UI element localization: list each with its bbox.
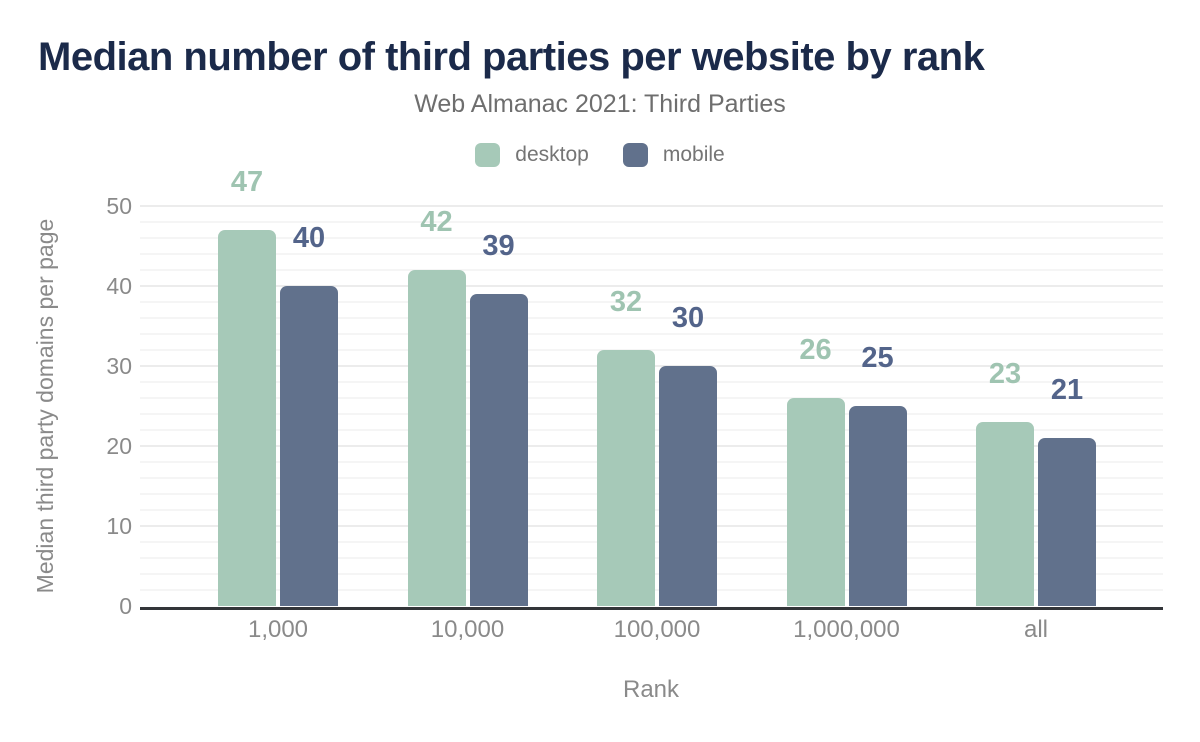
y-tick-label: 50 bbox=[106, 193, 132, 219]
chart-subtitle: Web Almanac 2021: Third Parties bbox=[414, 90, 786, 118]
x-tick-label: 10,000 bbox=[430, 616, 505, 643]
legend: desktop mobile bbox=[0, 143, 1200, 167]
mobile-data-label: 30 bbox=[671, 302, 705, 334]
gridline-minor bbox=[140, 237, 1163, 239]
mobile-series-swatch bbox=[622, 143, 648, 167]
gridline-minor bbox=[140, 221, 1163, 223]
mobile-bar[interactable] bbox=[280, 286, 338, 606]
y-tick-label: 0 bbox=[119, 593, 132, 619]
mobile-data-label: 25 bbox=[861, 342, 894, 374]
x-axis-title: Rank bbox=[622, 676, 680, 703]
desktop-data-label: 42 bbox=[420, 206, 453, 238]
gridline-major bbox=[140, 285, 1163, 287]
legend-item-mobile[interactable]: mobile bbox=[622, 143, 725, 167]
desktop-bar[interactable] bbox=[976, 422, 1034, 606]
desktop-data-label: 23 bbox=[988, 358, 1022, 390]
mobile-data-label: 40 bbox=[292, 222, 326, 254]
x-tick-label: 100,000 bbox=[613, 616, 701, 643]
desktop-bar[interactable] bbox=[786, 398, 845, 606]
desktop-data-label: 32 bbox=[609, 286, 643, 318]
gridline-minor bbox=[140, 253, 1163, 255]
mobile-data-label: 21 bbox=[1050, 374, 1084, 406]
mobile-bar[interactable] bbox=[659, 366, 717, 606]
y-tick-label: 20 bbox=[106, 433, 132, 459]
chart-title: Median number of third parties per websi… bbox=[38, 35, 985, 79]
legend-item-desktop[interactable]: desktop bbox=[475, 143, 589, 167]
legend-label-mobile: mobile bbox=[662, 143, 725, 166]
gridline-minor bbox=[140, 317, 1163, 319]
x-tick-label: 1,000,000 bbox=[793, 616, 900, 643]
gridline-minor bbox=[140, 333, 1163, 335]
desktop-series-swatch bbox=[475, 143, 501, 167]
desktop-data-label: 47 bbox=[230, 166, 264, 198]
mobile-bar[interactable] bbox=[1038, 438, 1096, 606]
desktop-bar[interactable] bbox=[218, 230, 276, 606]
gridline-major bbox=[140, 205, 1163, 207]
y-tick-label: 10 bbox=[106, 513, 132, 539]
desktop-data-label: 26 bbox=[799, 334, 832, 366]
gridline-minor bbox=[140, 269, 1163, 271]
mobile-bar[interactable] bbox=[848, 406, 907, 606]
legend-label-desktop: desktop bbox=[515, 143, 589, 166]
x-tick-label: 1,000 bbox=[247, 616, 309, 643]
x-axis-line bbox=[140, 607, 1163, 610]
desktop-bar[interactable] bbox=[407, 270, 466, 606]
mobile-data-label: 39 bbox=[482, 230, 515, 262]
y-tick-label: 30 bbox=[106, 353, 132, 379]
x-tick-label: all bbox=[1023, 616, 1048, 643]
mobile-bar[interactable] bbox=[469, 294, 528, 606]
desktop-bar[interactable] bbox=[597, 350, 655, 606]
y-tick-label: 40 bbox=[106, 273, 132, 299]
y-axis-title: Median third party domains per page bbox=[32, 218, 58, 594]
gridline-minor bbox=[140, 301, 1163, 303]
